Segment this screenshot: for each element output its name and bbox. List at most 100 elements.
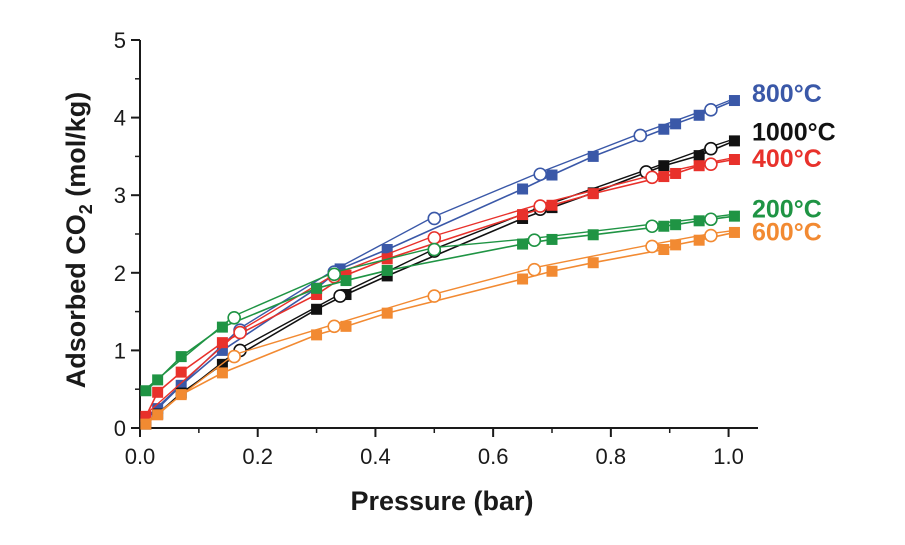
y-tick-label: 4 [114, 106, 126, 131]
desorption-point [327, 319, 342, 334]
adsorption-point [658, 220, 670, 232]
desorption-point [533, 199, 548, 213]
adsorption-point [311, 289, 323, 301]
adsorption-point [216, 337, 228, 349]
adsorption-point [670, 118, 682, 130]
adsorption-point [517, 209, 529, 221]
adsorption-point [152, 386, 164, 398]
x-tick-label: 0.2 [242, 444, 273, 469]
x-tick-label: 1.0 [713, 444, 744, 469]
series-layer [140, 95, 740, 430]
series-3 [140, 210, 740, 397]
desorption-point [704, 157, 718, 171]
adsorption-point [670, 167, 682, 179]
desorption-point [527, 233, 542, 248]
desorption-point [527, 262, 542, 277]
y-axis-title: Adsorbed CO2 (mol/kg) [61, 92, 96, 389]
desorption-point [633, 128, 648, 143]
desorption-point [427, 242, 442, 257]
adsorption-point [175, 379, 187, 391]
adsorption-point [693, 160, 705, 172]
series-label-3: 200°C [752, 195, 822, 223]
adsorption-point [658, 160, 670, 172]
desorption-point [645, 170, 659, 185]
adsorption-point [381, 244, 393, 256]
desorption-point [427, 289, 442, 303]
y-tick-label: 1 [114, 338, 126, 363]
adsorption-point [587, 188, 599, 200]
adsorption-point [340, 320, 352, 332]
adsorption-point [152, 374, 164, 386]
adsorption-point [381, 264, 393, 276]
adsorption-point [546, 233, 558, 245]
y-tick-label: 2 [114, 261, 126, 286]
adsorption-point [693, 109, 705, 121]
x-axis-ticks: 0.0 0.2 0.4 0.6 0.8 1.0 [125, 428, 744, 469]
adsorption-point [728, 95, 740, 107]
x-tick-label: 0.4 [360, 444, 391, 469]
adsorption-line [145, 158, 735, 417]
adsorption-line [145, 140, 735, 425]
y-tick-label: 5 [114, 28, 126, 53]
y-tick-label: 0 [114, 416, 126, 441]
adsorption-point [175, 389, 187, 401]
x-tick-label: 0.6 [478, 444, 509, 469]
adsorption-point [311, 282, 323, 294]
y-axis-ticks: 0 1 2 3 4 5 [114, 28, 140, 441]
series-label-0: 800°C [752, 80, 822, 108]
adsorption-point [728, 135, 740, 147]
x-tick-label: 0.8 [596, 444, 627, 469]
adsorption-point [693, 234, 705, 246]
plot-frame [139, 40, 758, 429]
adsorption-point [340, 275, 352, 287]
adsorption-point [216, 321, 228, 333]
desorption-point [327, 267, 342, 282]
adsorption-point [728, 226, 740, 238]
adsorption-point [175, 366, 187, 378]
adsorption-point [216, 367, 228, 379]
adsorption-point [140, 418, 152, 430]
desorption-point [427, 231, 442, 245]
desorption-line [145, 156, 735, 415]
adsorption-point [587, 257, 599, 269]
adsorption-point [587, 229, 599, 241]
adsorption-point [693, 150, 705, 162]
desorption-point [645, 219, 659, 234]
adsorption-point [546, 265, 558, 277]
y-axis-title-main: Adsorbed CO [61, 214, 91, 388]
adsorption-point [381, 307, 393, 319]
svg-text:Adsorbed CO2 (mol/kg): Adsorbed CO2 (mol/kg) [61, 92, 96, 389]
adsorption-point [670, 239, 682, 251]
adsorption-point [658, 244, 670, 256]
x-axis-title: Pressure (bar) [350, 486, 533, 516]
desorption-point [704, 212, 718, 227]
desorption-point [427, 211, 442, 226]
desorption-point [333, 289, 347, 303]
adsorption-point [517, 273, 529, 285]
adsorption-point [175, 351, 187, 363]
adsorption-point [140, 410, 152, 422]
adsorption-point [311, 303, 323, 315]
x-tick-label: 0.0 [125, 444, 156, 469]
series-4 [140, 226, 740, 430]
desorption-point [645, 239, 659, 254]
series-label-4: 600°C [752, 219, 822, 247]
adsorption-point [693, 215, 705, 227]
adsorption-point [658, 123, 670, 135]
adsorption-point [517, 238, 529, 250]
series-2 [140, 154, 740, 422]
adsorption-point [546, 169, 558, 181]
desorption-point [233, 325, 247, 340]
adsorption-point [728, 210, 740, 222]
y-axis-title-unit: (mol/kg) [61, 92, 91, 205]
adsorption-point [152, 409, 164, 421]
adsorption-point [728, 154, 740, 166]
y-tick-label: 3 [114, 183, 126, 208]
adsorption-point [546, 199, 558, 211]
desorption-point [704, 228, 718, 243]
adsorption-point [587, 150, 599, 162]
series-label-2: 400°C [752, 145, 822, 173]
adsorption-point [658, 171, 670, 183]
